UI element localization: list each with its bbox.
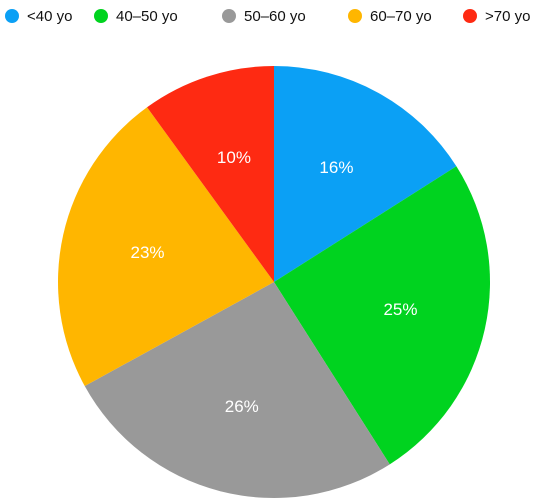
legend-marker	[348, 9, 362, 23]
pie-slice	[274, 166, 490, 465]
legend-marker	[463, 9, 477, 23]
pie-slice	[274, 66, 457, 282]
legend-marker	[5, 9, 19, 23]
legend-label: 40–50 yo	[116, 8, 178, 25]
pie-slice	[147, 66, 274, 282]
legend-label: 50–60 yo	[244, 8, 306, 25]
legend-marker	[94, 9, 108, 23]
slice-label: 25%	[383, 300, 417, 319]
legend-label: 60–70 yo	[370, 8, 432, 25]
slice-label: 10%	[217, 148, 251, 167]
slice-label: 23%	[131, 243, 165, 262]
legend-label: <40 yo	[27, 8, 72, 25]
legend-marker	[222, 9, 236, 23]
slice-label: 26%	[225, 397, 259, 416]
pie-slice	[84, 282, 390, 498]
slice-label: 16%	[319, 158, 353, 177]
pie-slice	[57, 107, 275, 387]
legend-label: >70 yo	[485, 8, 530, 25]
